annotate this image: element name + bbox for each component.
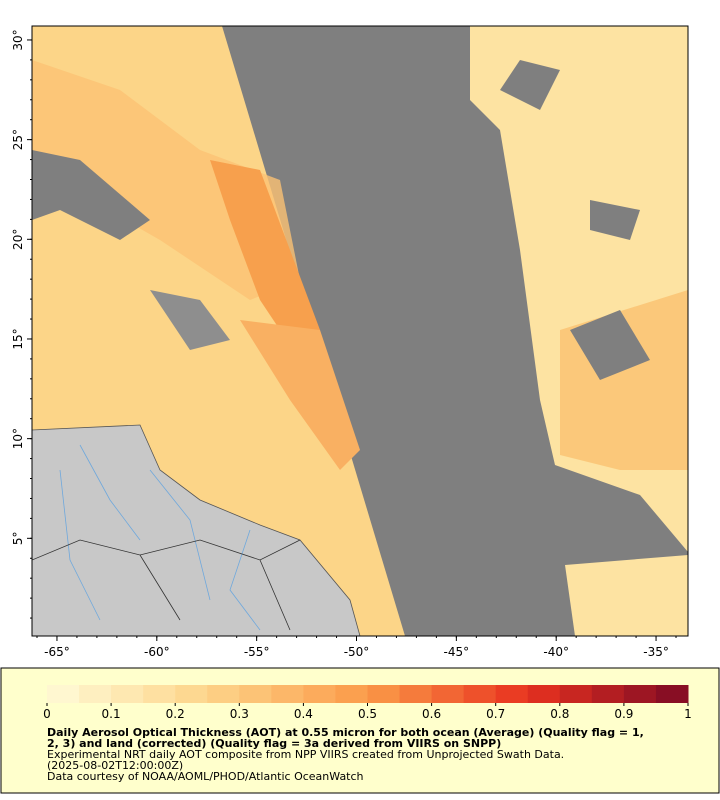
colorbar-cell <box>655 685 689 703</box>
colorbar-tick-label: 0.7 <box>486 707 505 721</box>
colorbar-cell <box>559 685 593 703</box>
x-tick-label: -40° <box>543 645 569 659</box>
borders <box>32 539 301 631</box>
colorbar-cell <box>463 685 497 703</box>
colorbar-cell <box>79 685 112 703</box>
caption-title: 2, 3) and land (corrected) (Quality flag… <box>47 737 501 750</box>
colorbar-cell <box>495 685 529 703</box>
aerosol-plume <box>210 160 320 360</box>
x-tick-label: -35° <box>643 645 669 659</box>
colorbar-cell <box>591 685 625 703</box>
colorbar-cell <box>207 685 240 703</box>
gap <box>570 310 650 380</box>
colorbar-cell <box>47 685 80 703</box>
y-tick-label: 10° <box>11 428 25 449</box>
x-tick-label: -45° <box>444 645 470 659</box>
caption-line: Experimental NRT daily AOT composite fro… <box>47 748 564 761</box>
x-tick-label: -65° <box>44 645 70 659</box>
colorbar-tick-label: 1 <box>684 707 692 721</box>
colorbar-cell <box>303 685 336 703</box>
colorbar-cell <box>143 685 176 703</box>
x-tick-label: -50° <box>344 645 370 659</box>
y-tick-label: 15° <box>11 328 25 349</box>
rivers <box>59 444 261 631</box>
x-tick-label: -60° <box>144 645 170 659</box>
colorbar-cell <box>399 685 433 703</box>
colorbar-cell <box>239 685 272 703</box>
colorbar-tick-label: 0.9 <box>614 707 633 721</box>
colorbar-cell <box>431 685 465 703</box>
colorbar-cell <box>367 685 401 703</box>
land <box>32 424 361 636</box>
x-tick-label: -55° <box>244 645 270 659</box>
colorbar-cell <box>335 685 368 703</box>
colorbar-tick-label: 0.3 <box>230 707 249 721</box>
colorbar-cell <box>271 685 304 703</box>
colorbar-tick-label: 0.8 <box>550 707 569 721</box>
y-tick-label: 30° <box>11 29 25 50</box>
caption-title: Daily Aerosol Optical Thickness (AOT) at… <box>47 726 644 739</box>
colorbar-cell <box>111 685 144 703</box>
caption-line: Data courtesy of NOAA/AOML/PHOD/Atlantic… <box>47 770 364 783</box>
aerosol-plume <box>32 60 300 300</box>
swath-east-south <box>565 555 688 636</box>
aerosol-plume <box>240 320 360 470</box>
colorbar-tick-label: 0.1 <box>102 707 121 721</box>
gap <box>590 200 640 240</box>
gap <box>32 150 150 240</box>
colorbar-tick-label: 0.4 <box>294 707 313 721</box>
colorbar-tick-label: 0.2 <box>166 707 185 721</box>
y-tick-label: 5° <box>11 531 25 545</box>
colorbar-cell <box>175 685 208 703</box>
colorbar-tick-label: 0.6 <box>422 707 441 721</box>
colorbar-tick-label: 0 <box>43 707 51 721</box>
colorbar-cell <box>527 685 561 703</box>
colorbar-cell <box>623 685 657 703</box>
caption-line: (2025-08-02T12:00:00Z) <box>47 759 183 772</box>
map <box>32 26 688 636</box>
map-frame <box>31 25 689 637</box>
y-tick-label: 25° <box>11 129 25 150</box>
colorbar-tick-label: 0.5 <box>358 707 377 721</box>
gap <box>150 290 230 350</box>
y-tick-label: 20° <box>11 229 25 250</box>
gap <box>500 60 560 110</box>
